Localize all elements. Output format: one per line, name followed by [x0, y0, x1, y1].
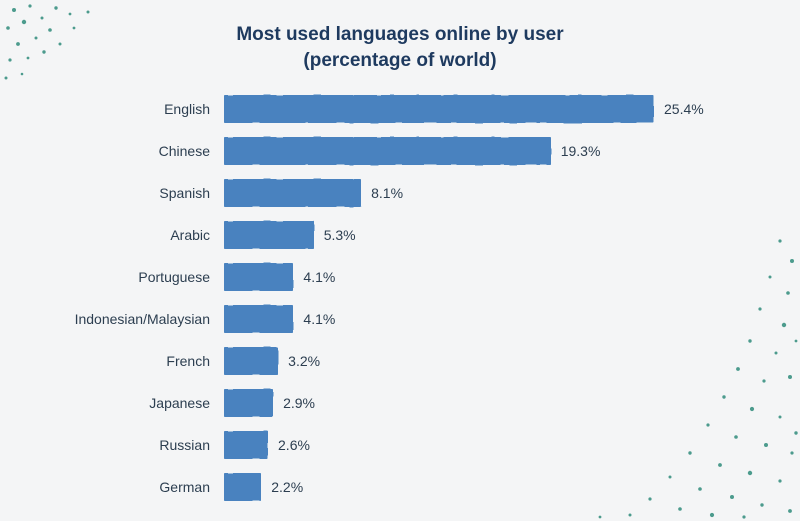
- category-label: Portuguese: [60, 269, 224, 285]
- bar-row: Portuguese 4.1%: [60, 259, 740, 295]
- bar-wrap: 2.2%: [224, 473, 740, 501]
- bar: [224, 305, 293, 333]
- bar-wrap: 4.1%: [224, 263, 740, 291]
- value-label: 19.3%: [561, 143, 601, 159]
- value-label: 4.1%: [303, 311, 335, 327]
- chart-title-line1: Most used languages online by user: [236, 24, 563, 45]
- bar-wrap: 8.1%: [224, 179, 740, 207]
- bar: [224, 389, 273, 417]
- bar: [224, 221, 314, 249]
- chart-title: Most used languages online by user (perc…: [0, 0, 800, 91]
- bar-row: German 2.2%: [60, 469, 740, 505]
- category-label: Spanish: [60, 185, 224, 201]
- category-label: Arabic: [60, 227, 224, 243]
- chart-title-line2: (percentage of world): [303, 50, 496, 71]
- value-label: 2.2%: [271, 479, 303, 495]
- bar-wrap: 3.2%: [224, 347, 740, 375]
- bar-wrap: 4.1%: [224, 305, 740, 333]
- category-label: German: [60, 479, 224, 495]
- bar: [224, 263, 293, 291]
- value-label: 3.2%: [288, 353, 320, 369]
- bar-row: Arabic 5.3%: [60, 217, 740, 253]
- bar-row: Russian 2.6%: [60, 427, 740, 463]
- bar: [224, 179, 361, 207]
- bar-row: French 3.2%: [60, 343, 740, 379]
- bar-wrap: 5.3%: [224, 221, 740, 249]
- bar-wrap: 25.4%: [224, 95, 740, 123]
- category-label: Chinese: [60, 143, 224, 159]
- bar: [224, 473, 261, 501]
- value-label: 25.4%: [664, 101, 704, 117]
- bar-row: Spanish 8.1%: [60, 175, 740, 211]
- bar-wrap: 19.3%: [224, 137, 740, 165]
- bar-row: Chinese 19.3%: [60, 133, 740, 169]
- value-label: 8.1%: [371, 185, 403, 201]
- bar-row: English 25.4%: [60, 91, 740, 127]
- category-label: Japanese: [60, 395, 224, 411]
- bar: [224, 95, 654, 123]
- bar: [224, 431, 268, 459]
- value-label: 5.3%: [324, 227, 356, 243]
- bar-wrap: 2.9%: [224, 389, 740, 417]
- category-label: Indonesian/Malaysian: [60, 311, 224, 327]
- bar-wrap: 2.6%: [224, 431, 740, 459]
- category-label: French: [60, 353, 224, 369]
- category-label: English: [60, 101, 224, 117]
- bar: [224, 137, 551, 165]
- bar-row: Indonesian/Malaysian 4.1%: [60, 301, 740, 337]
- category-label: Russian: [60, 437, 224, 453]
- bar: [224, 347, 278, 375]
- bar-row: Japanese 2.9%: [60, 385, 740, 421]
- bar-chart: English 25.4% Chinese 19.3% Spanish 8.1% Arabi…: [60, 91, 740, 505]
- value-label: 2.6%: [278, 437, 310, 453]
- value-label: 2.9%: [283, 395, 315, 411]
- value-label: 4.1%: [303, 269, 335, 285]
